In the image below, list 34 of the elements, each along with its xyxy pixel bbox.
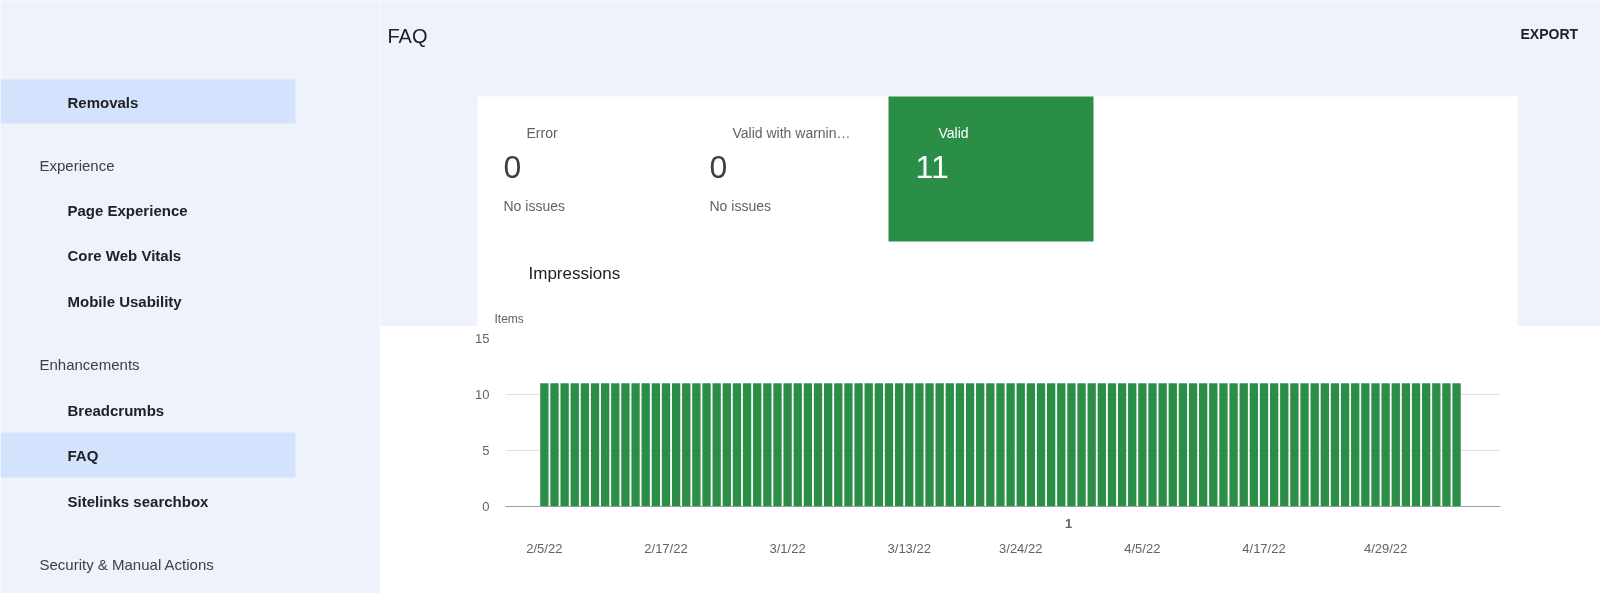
y-tick-label: 15 (475, 331, 490, 346)
y-tick-label: 0 (482, 499, 490, 514)
y-axis-title: Items (494, 311, 524, 326)
text: Error (526, 124, 558, 141)
x-tick-label: 2/17/22 (644, 540, 688, 556)
text: 0 (709, 148, 728, 185)
x-tick-label: 4/17/22 (1242, 540, 1286, 556)
text: Breadcrumbs (67, 401, 165, 419)
text: FAQ (67, 446, 99, 464)
text: No issues (709, 197, 771, 214)
text: 1 (1064, 515, 1073, 531)
text: Valid with warnin… (732, 124, 851, 141)
text: 11 (915, 148, 949, 185)
text: Mobile Usability (67, 292, 183, 310)
text: EXPORT (1520, 25, 1579, 42)
y-tick-label: 10 (475, 387, 490, 402)
text: Impressions (528, 263, 621, 283)
text: Page Experience (67, 201, 188, 219)
text: Valid (938, 124, 969, 141)
chart-title: FAQ (387, 24, 428, 47)
text: Experience (39, 156, 115, 174)
text: Sitelinks searchbox (67, 492, 210, 510)
x-tick-label: 3/13/22 (887, 540, 931, 556)
x-tick-label: 3/1/22 (769, 540, 806, 556)
text: No issues (503, 197, 565, 214)
text: Security & Manual Actions (39, 555, 214, 573)
text: Enhancements (39, 355, 140, 373)
text: Removals (67, 93, 139, 111)
y-tick-label: 5 (482, 443, 490, 458)
x-tick-label: 2/5/22 (526, 540, 563, 556)
x-tick-label: 3/24/22 (999, 540, 1043, 556)
x-tick-label: 4/5/22 (1124, 540, 1161, 556)
x-tick-label: 4/29/22 (1363, 540, 1408, 556)
text: Core Web Vitals (67, 246, 182, 264)
